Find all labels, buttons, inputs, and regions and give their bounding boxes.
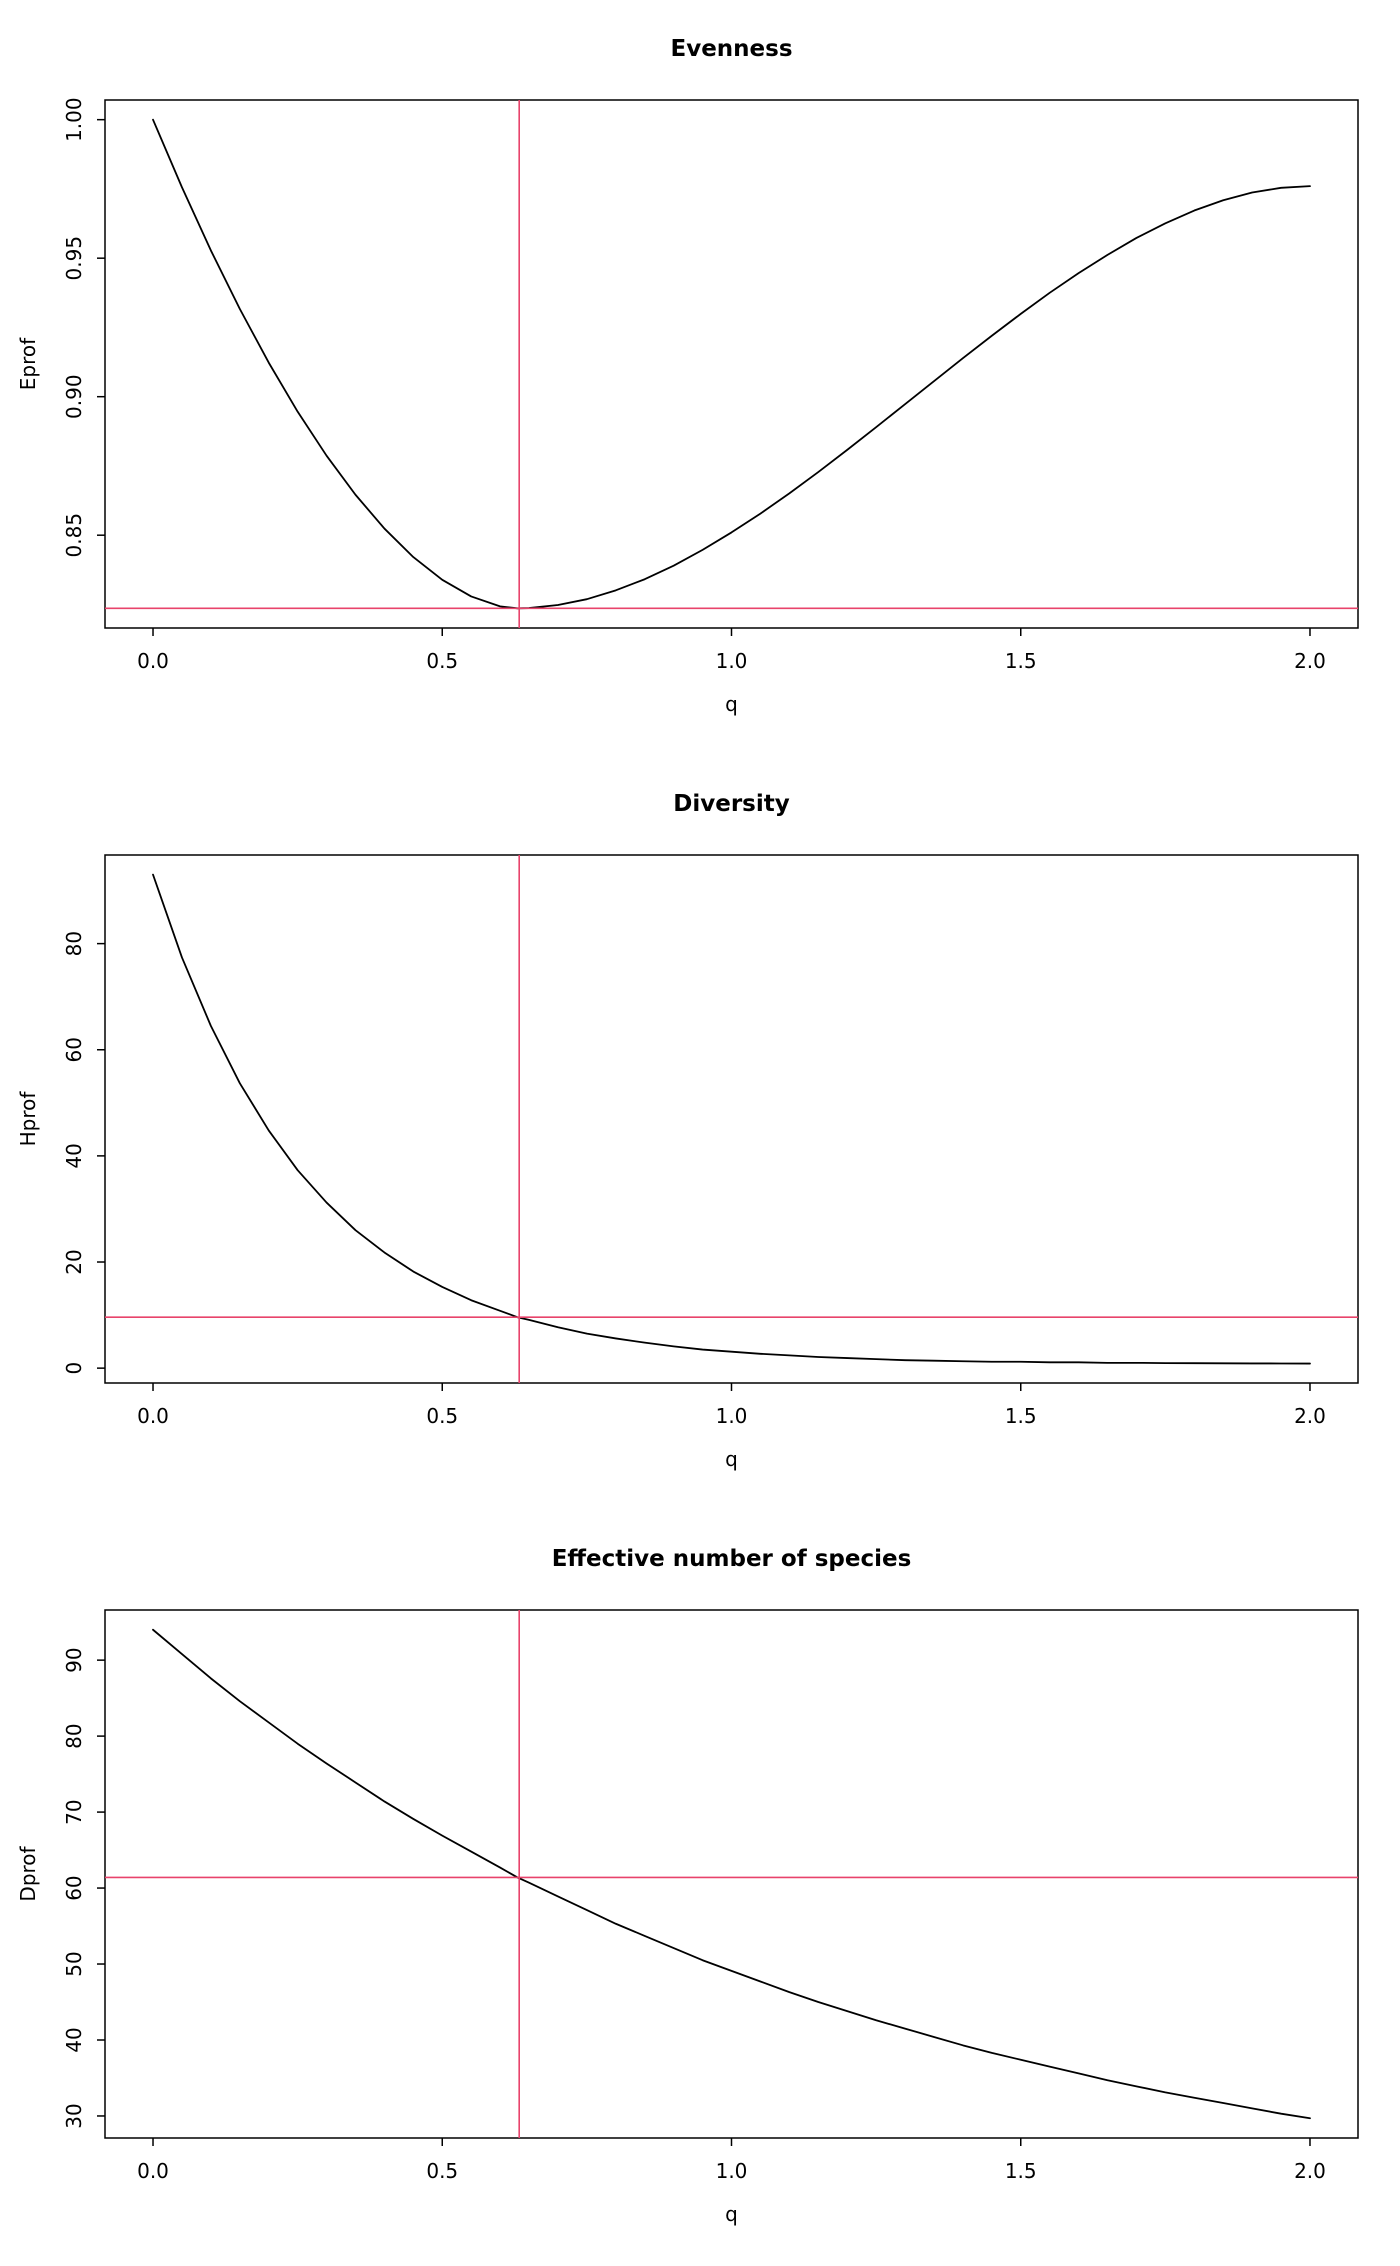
svg-text:40: 40 [62, 1143, 86, 1168]
evenness-plot: 0.0 0.5 1.0 1.5 2.0 0.85 0.90 0.95 1.00 [62, 97, 1359, 673]
svg-text:0: 0 [62, 1362, 86, 1375]
svg-text:2.0: 2.0 [1294, 2159, 1326, 2183]
effective-species-plot: 0.0 0.5 1.0 1.5 2.0 30 40 50 60 70 80 90 [62, 1609, 1359, 2183]
svg-text:1.5: 1.5 [1005, 2159, 1037, 2183]
chart-title: Effective number of species [551, 1546, 912, 1572]
y-axis-label: Hprof [16, 1091, 40, 1147]
svg-text:0.5: 0.5 [426, 1404, 458, 1428]
svg-text:1.0: 1.0 [716, 649, 748, 673]
svg-text:90: 90 [62, 1647, 86, 1672]
svg-text:2.0: 2.0 [1294, 649, 1326, 673]
y-axis-label: Dprof [16, 1846, 40, 1902]
svg-text:1.00: 1.00 [62, 97, 86, 142]
svg-text:60: 60 [62, 1875, 86, 1900]
svg-text:0.5: 0.5 [426, 649, 458, 673]
svg-text:0.0: 0.0 [137, 1404, 169, 1428]
svg-text:70: 70 [62, 1799, 86, 1824]
x-axis-label: q [725, 1447, 738, 1471]
svg-text:30: 30 [62, 2103, 86, 2128]
chart-title: Diversity [673, 791, 790, 817]
y-axis-label: Eprof [16, 337, 40, 391]
svg-text:1.5: 1.5 [1005, 649, 1037, 673]
svg-text:0.95: 0.95 [62, 236, 86, 281]
svg-text:0.5: 0.5 [426, 2159, 458, 2183]
svg-text:0.0: 0.0 [137, 649, 169, 673]
x-axis-label: q [725, 692, 738, 716]
svg-text:80: 80 [62, 1723, 86, 1748]
svg-text:0.85: 0.85 [62, 513, 86, 558]
svg-text:80: 80 [62, 931, 86, 956]
svg-text:40: 40 [62, 2027, 86, 2052]
svg-text:60: 60 [62, 1037, 86, 1062]
svg-text:0.90: 0.90 [62, 374, 86, 419]
panel-effective-species: 0.0 0.5 1.0 1.5 2.0 30 40 50 60 70 80 90 Effective … [0, 1510, 1400, 2266]
svg-text:1.0: 1.0 [716, 1404, 748, 1428]
chart-title: Evenness [670, 36, 793, 62]
x-axis-label: q [725, 2202, 738, 2226]
diversity-plot: 0.0 0.5 1.0 1.5 2.0 0 20 40 60 80 [62, 854, 1359, 1428]
svg-text:1.5: 1.5 [1005, 1404, 1037, 1428]
svg-text:20: 20 [62, 1249, 86, 1274]
svg-text:0.0: 0.0 [137, 2159, 169, 2183]
svg-text:1.0: 1.0 [716, 2159, 748, 2183]
panel-diversity: 0.0 0.5 1.0 1.5 2.0 0 20 40 60 80 Diversity Hprof… [0, 755, 1400, 1510]
panel-evenness: 0.0 0.5 1.0 1.5 2.0 0.85 0.90 0.95 1.00 Evenness… [0, 0, 1400, 755]
svg-text:2.0: 2.0 [1294, 1404, 1326, 1428]
svg-text:50: 50 [62, 1951, 86, 1976]
